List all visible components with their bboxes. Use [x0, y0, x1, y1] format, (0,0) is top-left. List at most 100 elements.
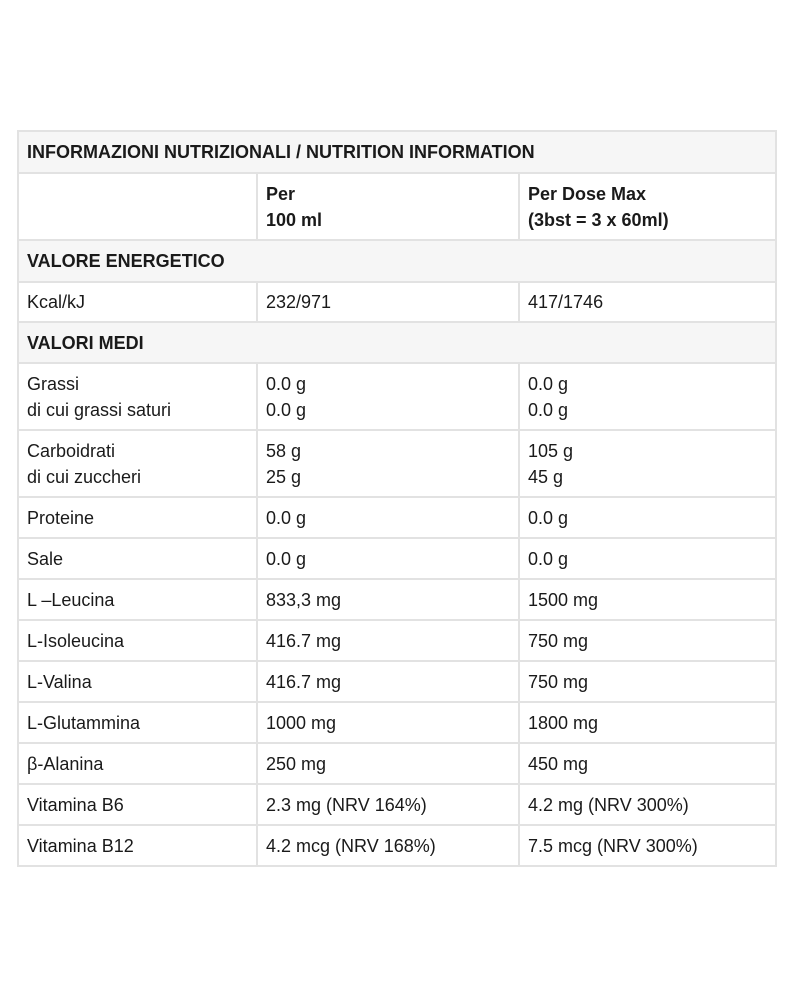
cell-dose: 1800 mg: [518, 701, 777, 744]
table-row: L-Isoleucina 416.7 mg 750 mg: [17, 619, 777, 662]
cell-dose: 105 g 45 g: [518, 429, 777, 498]
cell-per100: 833,3 mg: [256, 578, 520, 621]
cell-dose: 0.0 g: [518, 496, 777, 539]
cell-text: Grassi: [27, 373, 80, 394]
table-row: Vitamina B12 4.2 mcg (NRV 168%) 7.5 mcg (N…: [17, 824, 777, 867]
cell-per100: 416.7 mg: [256, 660, 520, 703]
cell-per100: 1000 mg: [256, 701, 520, 744]
cell-label: L-Glutammina: [17, 701, 258, 744]
cell-text: 2.3 mg (NRV 164%): [266, 794, 427, 815]
table-row: Vitamina B6 2.3 mg (NRV 164%) 4.2 mg (NRV …: [17, 783, 777, 826]
cell-text: di cui zuccheri: [27, 466, 142, 487]
header-line: Per Dose Max: [528, 183, 647, 204]
cell-per100: 250 mg: [256, 742, 520, 785]
cell-dose: 7.5 mcg (NRV 300%): [518, 824, 777, 867]
cell-text: 0.0 g: [266, 399, 307, 420]
cell-text: 450 mg: [528, 753, 589, 774]
cell-per100: 2.3 mg (NRV 164%): [256, 783, 520, 826]
cell-per100: 58 g 25 g: [256, 429, 520, 498]
header-line: 100 ml: [266, 209, 323, 230]
cell-text: Vitamina B12: [27, 835, 134, 856]
cell-label: L –Leucina: [17, 578, 258, 621]
cell-per100: 0.0 g: [256, 537, 520, 580]
cell-dose: 1500 mg: [518, 578, 777, 621]
cell-label: Grassi di cui grassi saturi: [17, 362, 258, 431]
cell-dose: 750 mg: [518, 619, 777, 662]
cell-label: Carboidrati di cui zuccheri: [17, 429, 258, 498]
header-line: Per: [266, 183, 296, 204]
cell-text: L –Leucina: [27, 589, 115, 610]
cell-text: 0.0 g: [266, 507, 307, 528]
cell-label: Vitamina B12: [17, 824, 258, 867]
cell-text: Vitamina B6: [27, 794, 124, 815]
cell-label: L-Isoleucina: [17, 619, 258, 662]
cell-text: 0.0 g: [528, 373, 569, 394]
cell-text: Proteine: [27, 507, 95, 528]
nutrition-table: INFORMAZIONI NUTRIZIONALI / NUTRITION IN…: [17, 130, 777, 867]
energy-per100: 232/971: [256, 281, 520, 323]
table-row: Proteine 0.0 g 0.0 g: [17, 496, 777, 539]
energy-label: Kcal/kJ: [17, 281, 258, 323]
section-row: VALORE ENERGETICO: [17, 239, 777, 283]
cell-text: β-Alanina: [27, 753, 104, 774]
cell-label: Vitamina B6: [17, 783, 258, 826]
cell-per100: 4.2 mcg (NRV 168%): [256, 824, 520, 867]
header-row: Per 100 ml Per Dose Max (3bst = 3 x 60ml): [17, 172, 777, 241]
section-row: VALORI MEDI: [17, 321, 777, 364]
header-line: (3bst = 3 x 60ml): [528, 209, 669, 230]
cell-text: Carboidrati: [27, 440, 116, 461]
cell-dose: 450 mg: [518, 742, 777, 785]
cell-text: 750 mg: [528, 630, 589, 651]
cell-text: di cui grassi saturi: [27, 399, 172, 420]
table-row: β-Alanina 250 mg 450 mg: [17, 742, 777, 785]
cell-dose: 750 mg: [518, 660, 777, 703]
cell-per100: 0.0 g 0.0 g: [256, 362, 520, 431]
table-row: Grassi di cui grassi saturi 0.0 g 0.0 g 0.0 …: [17, 362, 777, 431]
cell-label: β-Alanina: [17, 742, 258, 785]
table-row: Sale 0.0 g 0.0 g: [17, 537, 777, 580]
cell-text: 0.0 g: [266, 548, 307, 569]
cell-label: Proteine: [17, 496, 258, 539]
header-dose: Per Dose Max (3bst = 3 x 60ml): [518, 172, 777, 241]
cell-text: 4.2 mg (NRV 300%): [528, 794, 689, 815]
section-energy: VALORE ENERGETICO: [17, 239, 777, 283]
cell-text: 7.5 mcg (NRV 300%): [528, 835, 698, 856]
cell-text: 105 g: [528, 440, 574, 461]
title-row: INFORMAZIONI NUTRIZIONALI / NUTRITION IN…: [17, 130, 777, 174]
table-row: Kcal/kJ 232/971 417/1746: [17, 281, 777, 323]
cell-per100: 416.7 mg: [256, 619, 520, 662]
cell-text: Sale: [27, 548, 64, 569]
cell-text: 0.0 g: [528, 507, 569, 528]
header-per100: Per 100 ml: [256, 172, 520, 241]
table-row: L –Leucina 833,3 mg 1500 mg: [17, 578, 777, 621]
table-row: L-Valina 416.7 mg 750 mg: [17, 660, 777, 703]
cell-text: L-Valina: [27, 671, 92, 692]
cell-text: 4.2 mcg (NRV 168%): [266, 835, 436, 856]
cell-text: 833,3 mg: [266, 589, 342, 610]
cell-text: 1500 mg: [528, 589, 599, 610]
cell-text: 25 g: [266, 466, 302, 487]
cell-text: 250 mg: [266, 753, 327, 774]
cell-dose: 0.0 g 0.0 g: [518, 362, 777, 431]
cell-text: 58 g: [266, 440, 302, 461]
cell-text: 0.0 g: [528, 548, 569, 569]
cell-label: L-Valina: [17, 660, 258, 703]
cell-text: L-Glutammina: [27, 712, 141, 733]
cell-text: 0.0 g: [266, 373, 307, 394]
table-row: Carboidrati di cui zuccheri 58 g 25 g 105 g 4…: [17, 429, 777, 498]
energy-dose: 417/1746: [518, 281, 777, 323]
cell-text: 416.7 mg: [266, 671, 342, 692]
cell-per100: 0.0 g: [256, 496, 520, 539]
table-title: INFORMAZIONI NUTRIZIONALI / NUTRITION IN…: [17, 130, 777, 174]
cell-text: 416.7 mg: [266, 630, 342, 651]
header-empty: [17, 172, 258, 241]
cell-text: 45 g: [528, 466, 564, 487]
cell-dose: 4.2 mg (NRV 300%): [518, 783, 777, 826]
table-row: L-Glutammina 1000 mg 1800 mg: [17, 701, 777, 744]
cell-label: Sale: [17, 537, 258, 580]
cell-text: 750 mg: [528, 671, 589, 692]
cell-dose: 0.0 g: [518, 537, 777, 580]
cell-text: 1800 mg: [528, 712, 599, 733]
cell-text: 0.0 g: [528, 399, 569, 420]
section-avg: VALORI MEDI: [17, 321, 777, 364]
